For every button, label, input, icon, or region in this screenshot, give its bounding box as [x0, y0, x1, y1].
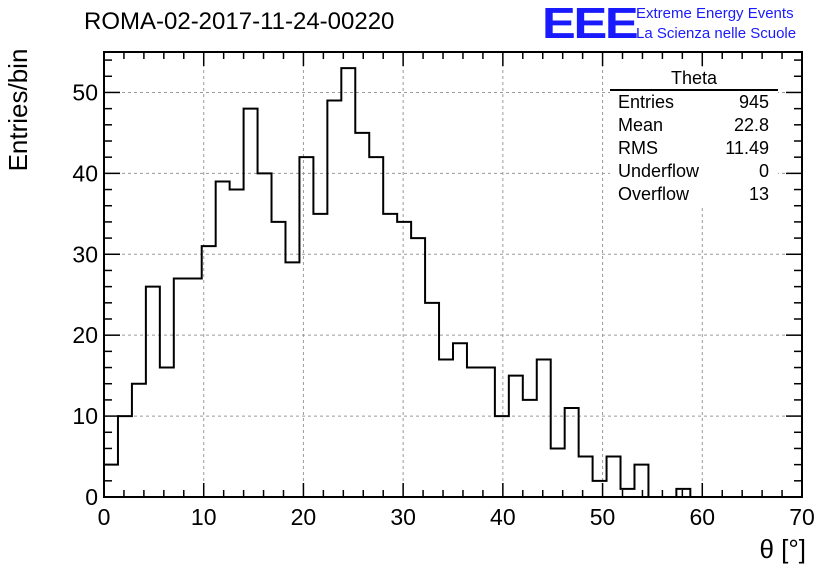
- stats-label: RMS: [618, 138, 658, 158]
- x-tick-label: 30: [390, 504, 416, 530]
- y-tick-label: 40: [72, 160, 98, 186]
- stats-value: 13: [748, 184, 769, 204]
- y-tick-label: 50: [72, 79, 98, 105]
- logo-line-2: La Scienza nelle Scuole: [636, 25, 797, 42]
- y-tick-label: 30: [72, 241, 98, 267]
- stats-box: Theta Entries 945 Mean 22.8 RMS 11.49 Un…: [610, 68, 778, 206]
- logo-line-1: Extreme Energy Events: [636, 5, 794, 22]
- stats-value: 945: [738, 92, 769, 112]
- x-tick-label: 70: [789, 504, 815, 530]
- stats-value: 0: [758, 161, 769, 181]
- y-tick-label: 0: [85, 484, 98, 510]
- logo-caption: Extreme Energy Events La Scienza nelle S…: [636, 4, 796, 44]
- y-tick-label: 10: [72, 403, 98, 429]
- x-tick-label: 50: [590, 504, 616, 530]
- stats-label: Overflow: [618, 184, 690, 204]
- stats-box-name: Theta: [610, 68, 778, 91]
- stats-row-overflow: Overflow 13: [610, 183, 778, 206]
- stats-row-underflow: Underflow 0: [610, 160, 778, 183]
- tick-labels: 0 10 20 30 40 50 60 70 0 10 20 30 40 50: [72, 79, 814, 530]
- stats-label: Underflow: [618, 161, 700, 181]
- stats-label: Mean: [618, 115, 664, 135]
- eee-logo: EEE: [542, 0, 639, 48]
- stats-label: Entries: [618, 92, 675, 112]
- grid-lines: [104, 52, 802, 497]
- y-tick-label: 20: [72, 322, 98, 348]
- x-tick-label: 40: [490, 504, 516, 530]
- x-tick-label: 60: [689, 504, 715, 530]
- histogram-series: [103, 67, 802, 498]
- stats-row-mean: Mean 22.8: [610, 114, 778, 137]
- stats-row-entries: Entries 945: [610, 91, 778, 114]
- stats-value: 11.49: [725, 138, 769, 158]
- x-tick-label: 0: [98, 504, 111, 530]
- plot-frame: [103, 51, 803, 498]
- stats-value: 22.8: [733, 115, 769, 135]
- x-axis-label: θ [°]: [759, 534, 806, 564]
- x-tick-label: 20: [291, 504, 317, 530]
- stats-row-rms: RMS 11.49: [610, 137, 778, 160]
- plot-title: ROMA-02-2017-11-24-00220: [84, 8, 395, 35]
- y-axis-label: Entries/bin: [3, 48, 33, 172]
- x-tick-label: 10: [191, 504, 217, 530]
- axis-ticks: [103, 52, 803, 498]
